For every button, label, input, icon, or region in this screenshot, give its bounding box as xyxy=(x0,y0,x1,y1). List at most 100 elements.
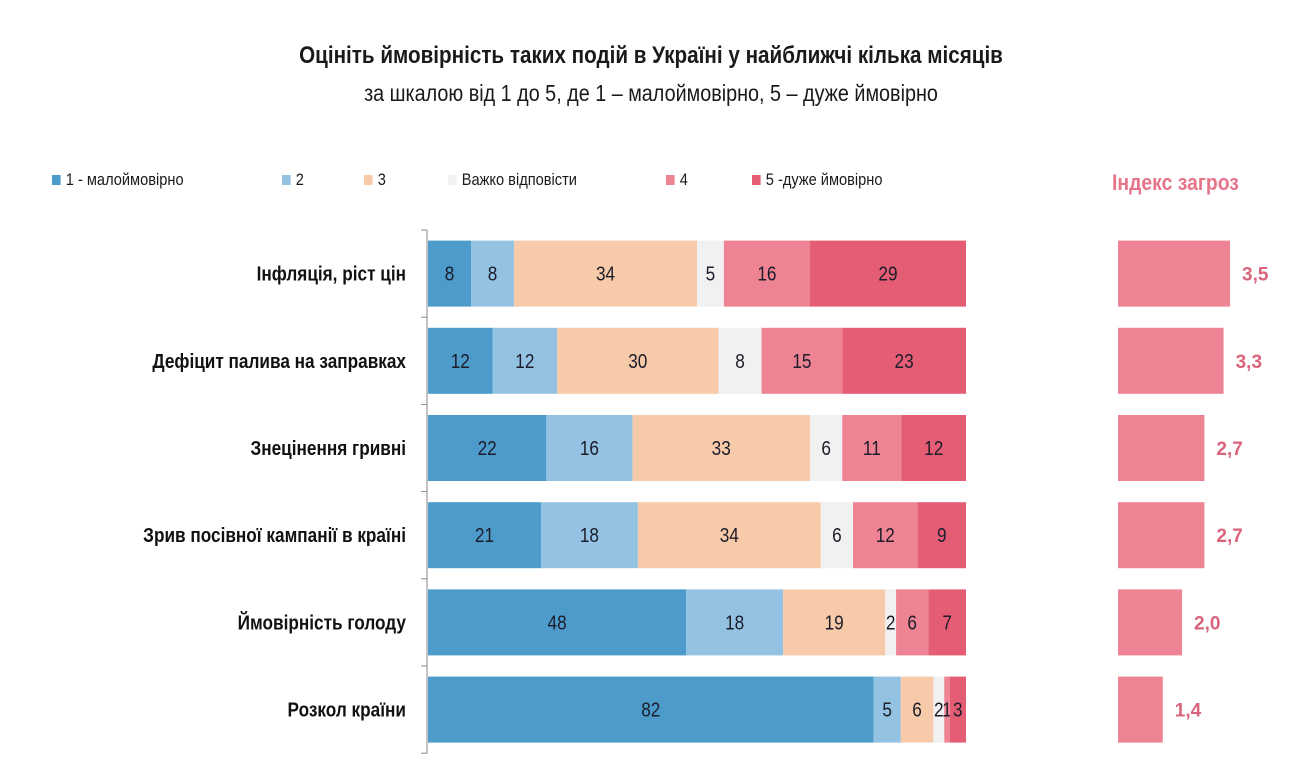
data-label: 33 xyxy=(712,437,731,460)
index-label: 3,5 xyxy=(1242,265,1269,286)
data-label: 29 xyxy=(878,262,897,285)
bar-segment xyxy=(928,589,966,656)
legend-item-4: 4 xyxy=(666,170,688,190)
legend-label-5: 5 -дуже ймовірно xyxy=(765,170,883,189)
legend-label-dont-know: Важко відповісти xyxy=(461,170,577,189)
legend-swatch-2 xyxy=(282,175,291,185)
bar-segment xyxy=(428,240,472,307)
data-label: 82 xyxy=(641,698,660,721)
data-label: 34 xyxy=(720,524,739,547)
bar-segment xyxy=(820,502,854,569)
data-label: 5 xyxy=(882,698,892,721)
index-bar xyxy=(1118,327,1224,394)
category-label: Розкол країни xyxy=(288,698,406,721)
bar-segment xyxy=(783,589,886,656)
bar-segment xyxy=(632,415,810,481)
data-label: 8 xyxy=(445,262,455,285)
data-label: 18 xyxy=(725,611,744,634)
data-label: 21 xyxy=(475,524,494,547)
data-label: 6 xyxy=(821,437,831,460)
legend-item-3: 3 xyxy=(364,170,386,190)
legend-item-dont-know: Важко відповісти xyxy=(448,170,577,190)
data-label: 2 xyxy=(886,611,896,634)
data-label: 6 xyxy=(912,698,922,721)
index-title: Індекс загроз xyxy=(1112,170,1239,195)
data-label: 1 xyxy=(942,698,952,721)
legend-item-5: 5 -дуже ймовірно xyxy=(752,170,883,190)
bar-segment xyxy=(809,415,843,481)
bar-segment xyxy=(428,415,547,481)
data-label: 12 xyxy=(876,524,895,547)
legend-swatch-3 xyxy=(364,175,373,185)
data-label: 12 xyxy=(451,350,470,373)
chart-title: Оцініть ймовірність таких подій в Україн… xyxy=(299,42,1003,69)
category-label: Ймовірність голоду xyxy=(238,611,407,634)
data-label: 16 xyxy=(580,437,599,460)
legend-label-1: 1 - малоймовірно xyxy=(65,170,184,189)
bar-segment xyxy=(944,676,950,743)
bar-segment xyxy=(718,327,762,394)
data-label: 12 xyxy=(924,437,943,460)
legend-item-2: 2 xyxy=(282,170,304,190)
data-label: 6 xyxy=(907,611,917,634)
bar-segment xyxy=(873,676,901,743)
data-label: 12 xyxy=(515,350,534,373)
bar-segment xyxy=(885,589,897,656)
legend-swatch-dont-know xyxy=(448,175,457,185)
category-label: Зрив посівної кампанії в країні xyxy=(143,524,406,547)
chart-subtitle: за шкалою від 1 до 5, де 1 – малоймовірн… xyxy=(364,80,938,106)
bar-segment xyxy=(842,415,902,481)
bar-segment xyxy=(428,676,874,743)
data-label: 5 xyxy=(706,262,716,285)
bar-segment xyxy=(492,327,558,394)
bar-segment xyxy=(809,240,966,307)
data-label: 23 xyxy=(895,350,914,373)
data-label: 48 xyxy=(548,611,567,634)
bar-segment xyxy=(761,327,843,394)
bar-segment xyxy=(428,327,493,394)
bar-segment xyxy=(949,676,966,743)
legend-label-4: 4 xyxy=(679,170,688,189)
bar-segment xyxy=(896,589,929,656)
bar-segment xyxy=(540,502,638,569)
legend-swatch-4 xyxy=(666,175,675,185)
index-bar xyxy=(1118,676,1163,743)
bar-segment xyxy=(901,415,966,481)
index-bar xyxy=(1118,240,1230,307)
data-label: 2 xyxy=(934,698,944,721)
data-label: 8 xyxy=(735,350,745,373)
category-label: Дефіцит палива на заправках xyxy=(152,350,406,373)
bar-segment xyxy=(900,676,934,743)
data-label: 16 xyxy=(757,262,776,285)
index-bar xyxy=(1118,415,1205,481)
data-label: 8 xyxy=(488,262,498,285)
data-label: 3 xyxy=(953,698,963,721)
index-label: 2,7 xyxy=(1216,526,1242,547)
bar-segment xyxy=(933,676,945,743)
data-label: 18 xyxy=(580,524,599,547)
data-label: 22 xyxy=(478,437,497,460)
bar-segment xyxy=(686,589,784,656)
bar-segment xyxy=(723,240,810,307)
legend-swatch-1 xyxy=(52,175,61,185)
bar-segment xyxy=(471,240,515,307)
bar-segment xyxy=(917,502,966,569)
data-label: 15 xyxy=(792,350,811,373)
data-label: 6 xyxy=(832,524,842,547)
bar-segment xyxy=(637,502,821,569)
index-bar xyxy=(1118,589,1182,656)
data-label: 34 xyxy=(596,262,615,285)
data-label: 30 xyxy=(628,350,647,373)
legend-item-1: 1 - малоймовірно xyxy=(52,170,184,190)
bar-segment xyxy=(546,415,633,481)
index-label: 3,3 xyxy=(1236,352,1262,373)
data-label: 7 xyxy=(942,611,952,634)
data-label: 11 xyxy=(863,437,881,460)
bar-segment xyxy=(842,327,966,394)
index-label: 2,7 xyxy=(1216,439,1242,460)
legend-label-2: 2 xyxy=(295,170,304,189)
index-bar xyxy=(1118,502,1205,569)
bar-segment xyxy=(557,327,719,394)
bar-segment xyxy=(428,502,541,569)
